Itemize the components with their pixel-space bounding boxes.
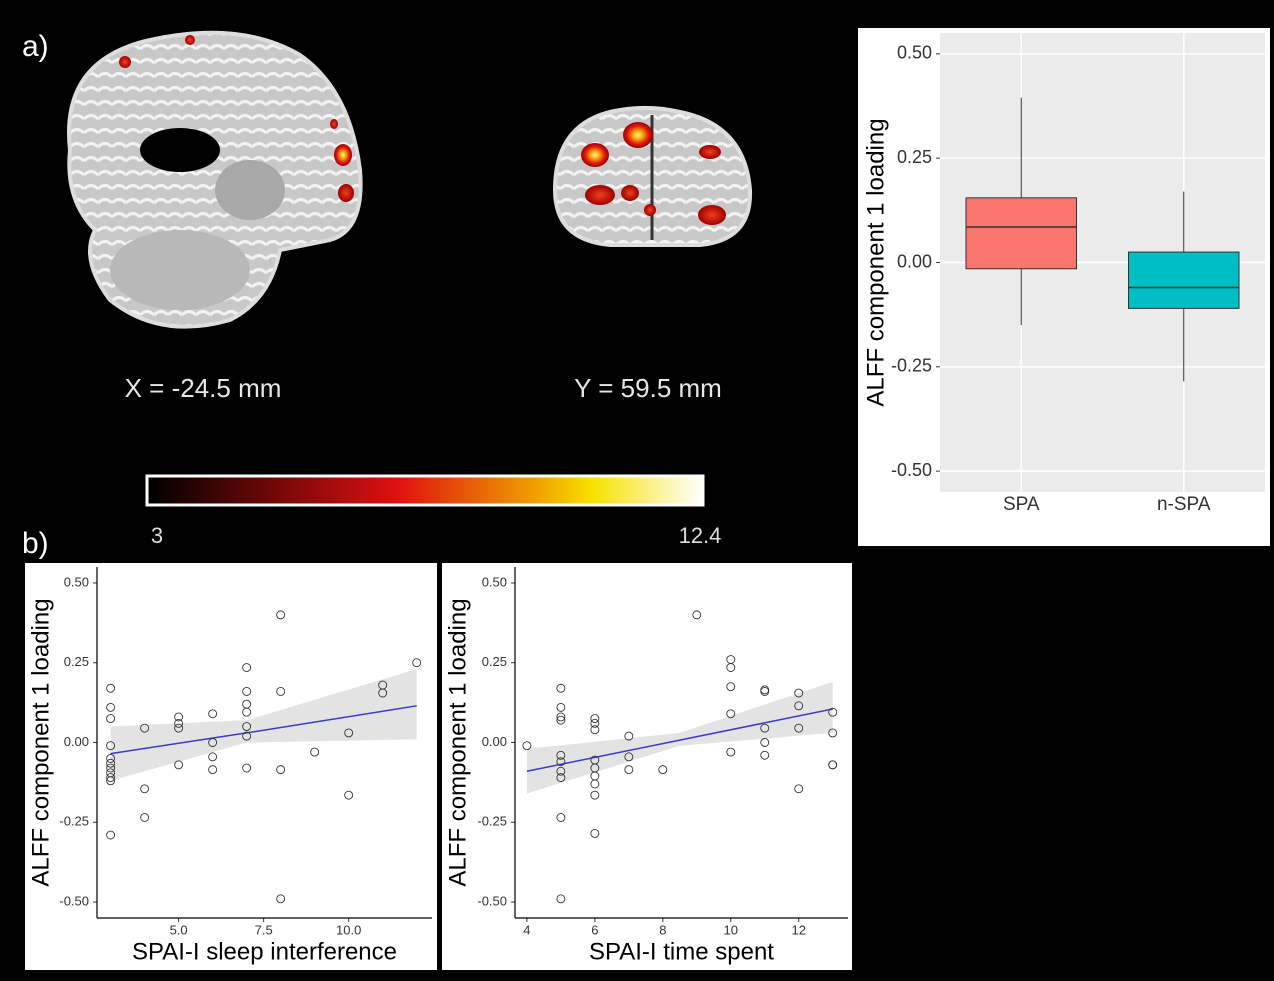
x-axis-label: SPAI-I sleep interference [132,938,397,965]
x-tick-label: 8 [659,922,666,937]
slice-label: Y = 59.5 mm [574,373,722,403]
x-tick-label: 6 [591,922,598,937]
x-tick-label: 4 [523,922,530,937]
y-tick-label: 0.25 [64,654,89,669]
y-tick-label: -0.25 [477,814,507,829]
panel-label: b) [22,527,49,560]
y-axis-label: ALFF component 1 loading [444,598,471,886]
panel-label: a) [22,30,49,63]
y-tick-label: 0.50 [897,43,932,63]
colorbar-label: 3 [151,523,163,548]
y-tick-label: -0.25 [59,814,89,829]
coronal-brain [555,108,750,245]
x-tick-label: 12 [791,922,805,937]
y-tick-label: 0.00 [897,251,932,271]
colorbar-label: 12.4 [679,523,722,548]
y-tick-label: -0.50 [59,893,89,908]
y-axis-label: ALFF component 1 loading [27,598,54,886]
x-tick-label: 5.0 [170,922,188,937]
x-axis-label: SPAI-I time spent [589,938,774,965]
x-tick-label: 10 [724,922,738,937]
y-tick-label: 0.25 [897,147,932,167]
colorbar [147,476,703,505]
x-tick-label: SPA [1003,494,1040,515]
panel [25,563,437,970]
box [1129,252,1240,308]
y-tick-label: -0.50 [891,460,932,480]
y-tick-label: -0.50 [477,893,507,908]
y-tick-label: 0.00 [64,734,89,749]
figure: a) b) X = -24.5 mm Y = 59.5 mm 3 12.4 -0… [0,0,1274,981]
y-tick-label: 0.50 [482,574,507,589]
panel [442,563,852,970]
x-tick-label: 7.5 [255,922,273,937]
box [966,198,1077,269]
y-axis-label: ALFF component 1 loading [862,118,889,406]
y-tick-label: 0.25 [482,654,507,669]
x-tick-label: 10.0 [336,922,361,937]
y-tick-label: 0.00 [482,734,507,749]
y-tick-label: 0.50 [64,574,89,589]
y-tick-label: -0.25 [891,356,932,376]
slice-label: X = -24.5 mm [125,373,282,403]
x-tick-label: n-SPA [1157,494,1211,515]
